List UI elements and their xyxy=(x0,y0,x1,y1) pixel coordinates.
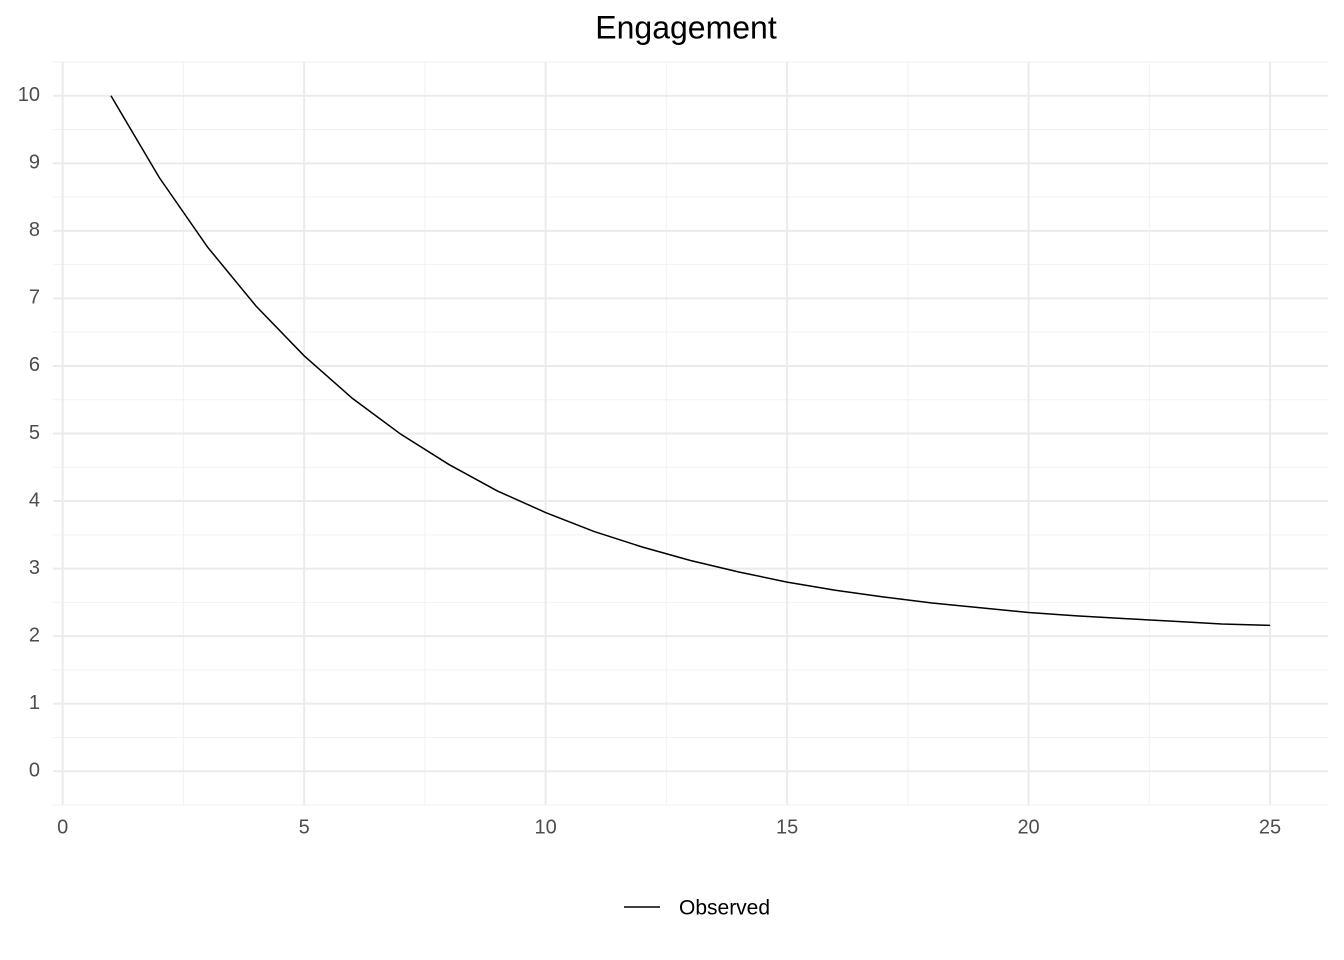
y-tick-label: 10 xyxy=(18,84,40,106)
x-tick-label: 20 xyxy=(1017,816,1039,838)
x-tick-label: 15 xyxy=(776,816,798,838)
y-tick-label: 3 xyxy=(29,557,40,579)
y-tick-label: 7 xyxy=(29,287,40,309)
x-tick-label: 5 xyxy=(299,816,310,838)
line-series xyxy=(110,95,1271,627)
y-tick-label: 5 xyxy=(29,422,40,444)
y-tick-label: 0 xyxy=(29,760,40,782)
y-tick-label: 1 xyxy=(29,692,40,714)
x-tick-label: 0 xyxy=(57,816,68,838)
x-tick-label: 25 xyxy=(1259,816,1281,838)
x-tick-label: 10 xyxy=(534,816,556,838)
y-tick-label: 8 xyxy=(29,219,40,241)
y-tick-label: 4 xyxy=(29,489,40,511)
y-tick-label: 6 xyxy=(29,354,40,376)
y-tick-label: 9 xyxy=(29,152,40,174)
legend-label: Observed xyxy=(679,897,770,920)
y-tick-label: 2 xyxy=(29,624,40,646)
chart-title: Engagement xyxy=(595,9,777,45)
